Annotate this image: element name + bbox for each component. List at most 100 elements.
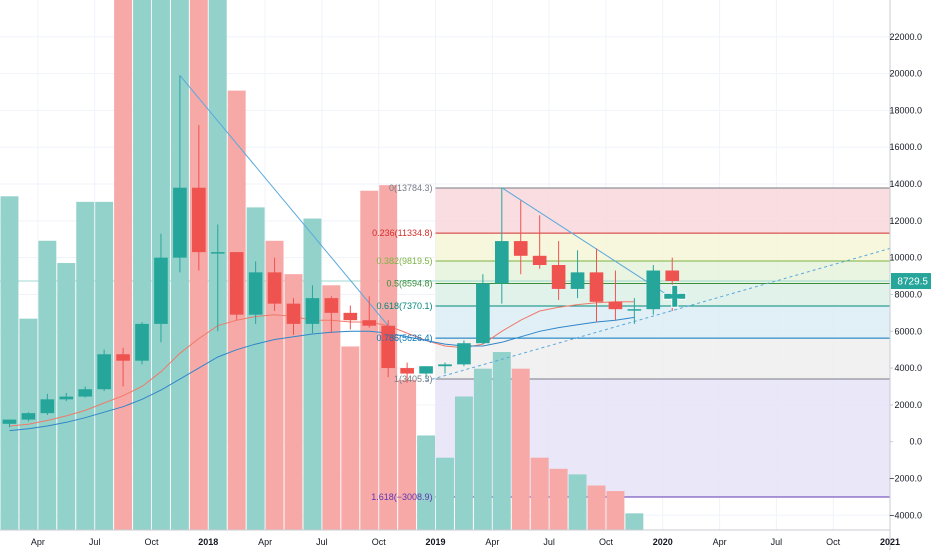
candle[interactable]: [173, 75, 187, 273]
trend-line[interactable]: [501, 187, 673, 299]
trend-lines[interactable]: [179, 75, 891, 382]
last-price-tag-bg: [891, 273, 931, 290]
candle-body: [192, 187, 206, 253]
candle-body: [21, 413, 36, 420]
time-tick-label: 2019: [426, 537, 446, 547]
fib-zone: [435, 233, 890, 261]
volume-bar: [303, 218, 322, 530]
candle[interactable]: [2, 419, 17, 428]
candle[interactable]: [154, 233, 168, 343]
price-tick-label: 18000.0: [889, 105, 922, 115]
fib-level-label: 0.5(8594.8): [386, 278, 432, 288]
fibonacci-labels: 0(13784.3) 0.236(11334.8) 0.382(9819.5) 0.5…: [371, 183, 432, 502]
candle-body: [229, 252, 244, 315]
candle-body: [665, 270, 680, 282]
volume-bar: [625, 513, 644, 530]
candle[interactable]: [59, 392, 74, 402]
candle[interactable]: [513, 200, 528, 275]
time-tick-label: Oct: [144, 537, 159, 547]
candle-body: [40, 399, 55, 414]
candle[interactable]: [381, 320, 396, 378]
price-tick-label: 2000.0: [894, 400, 922, 410]
candle[interactable]: [362, 296, 377, 328]
candle-body: [97, 354, 111, 390]
candlesticks[interactable]: [2, 75, 680, 428]
candle[interactable]: [286, 298, 301, 335]
price-axis[interactable]: −4000.0 −2000.0 0.0 2000.0 4000.0 6000.0 8000.…: [889, 0, 922, 550]
candle[interactable]: [570, 250, 585, 299]
fib-level-label: 0.786(5626.4): [376, 333, 432, 343]
time-axis[interactable]: Apr Jul Oct 2018 Apr Jul Oct 2019 Apr Jul Oct 2020 A…: [0, 529, 900, 547]
candle-body: [476, 283, 490, 344]
candle-body: [267, 272, 282, 304]
candle[interactable]: [21, 412, 36, 422]
price-tick-label: 16000.0: [889, 142, 922, 152]
candle[interactable]: [627, 298, 642, 324]
time-tick-label: 2020: [653, 537, 673, 547]
time-tick-label: Oct: [599, 537, 614, 547]
candle[interactable]: [192, 125, 206, 271]
candle[interactable]: [97, 349, 111, 392]
candle[interactable]: [248, 261, 263, 324]
crosshair-cursor: [663, 284, 687, 308]
fib-zone: [435, 283, 890, 307]
volume-bar: [473, 368, 492, 530]
candle[interactable]: [457, 340, 471, 367]
volume-bar: [606, 491, 625, 530]
volume-bar: [322, 285, 341, 530]
candle[interactable]: [551, 241, 566, 300]
volume-bar: [284, 274, 303, 530]
candle-body: [551, 265, 566, 289]
fib-zone: [435, 378, 890, 498]
time-tick-label: Jul: [89, 537, 101, 547]
candle[interactable]: [608, 270, 623, 321]
volume-bar: [587, 485, 606, 530]
volume-bars: [0, 0, 644, 531]
volume-bar: [114, 0, 133, 530]
time-tick-label: Apr: [485, 537, 499, 547]
candle[interactable]: [229, 252, 244, 321]
volume-bar: [454, 396, 473, 530]
fib-level-label: 1(3405.3): [394, 374, 433, 384]
candle-body: [570, 272, 585, 289]
time-tick-label: Oct: [826, 537, 841, 547]
volume-bar: [76, 201, 95, 531]
candle[interactable]: [305, 285, 320, 334]
fib-level-label: 0(13784.3): [389, 183, 433, 193]
candle[interactable]: [494, 187, 509, 304]
candle[interactable]: [532, 215, 547, 269]
candle-body: [532, 255, 547, 265]
candle-body: [2, 419, 17, 424]
candle[interactable]: [210, 224, 225, 332]
price-tick-label: 4000.0: [894, 363, 922, 373]
fib-zone: [435, 338, 890, 379]
time-tick-label: 2021: [880, 537, 900, 547]
volume-bar: [549, 468, 568, 530]
candle[interactable]: [343, 305, 358, 330]
volume-bar: [492, 352, 511, 530]
fibonacci-retracement[interactable]: [0, 187, 890, 498]
candle[interactable]: [78, 386, 93, 398]
candle[interactable]: [40, 393, 55, 415]
trend-line[interactable]: [425, 247, 891, 382]
candle[interactable]: [476, 274, 490, 345]
candle[interactable]: [116, 347, 130, 387]
fib-level-label: 1.618(−3008.9): [371, 492, 432, 502]
price-tick-label: −4000.0: [889, 510, 922, 520]
candle[interactable]: [419, 366, 433, 380]
volume-bar: [417, 435, 436, 530]
candle[interactable]: [267, 257, 282, 312]
candle[interactable]: [324, 296, 339, 334]
candle-body: [135, 323, 149, 361]
candle[interactable]: [400, 362, 414, 383]
candle-body: [400, 368, 414, 374]
candle[interactable]: [438, 362, 452, 374]
candle[interactable]: [646, 265, 661, 315]
candle[interactable]: [135, 322, 149, 365]
candle-body: [154, 257, 168, 324]
candle[interactable]: [589, 248, 604, 323]
trend-line[interactable]: [179, 75, 389, 327]
volume-bar: [246, 207, 265, 531]
